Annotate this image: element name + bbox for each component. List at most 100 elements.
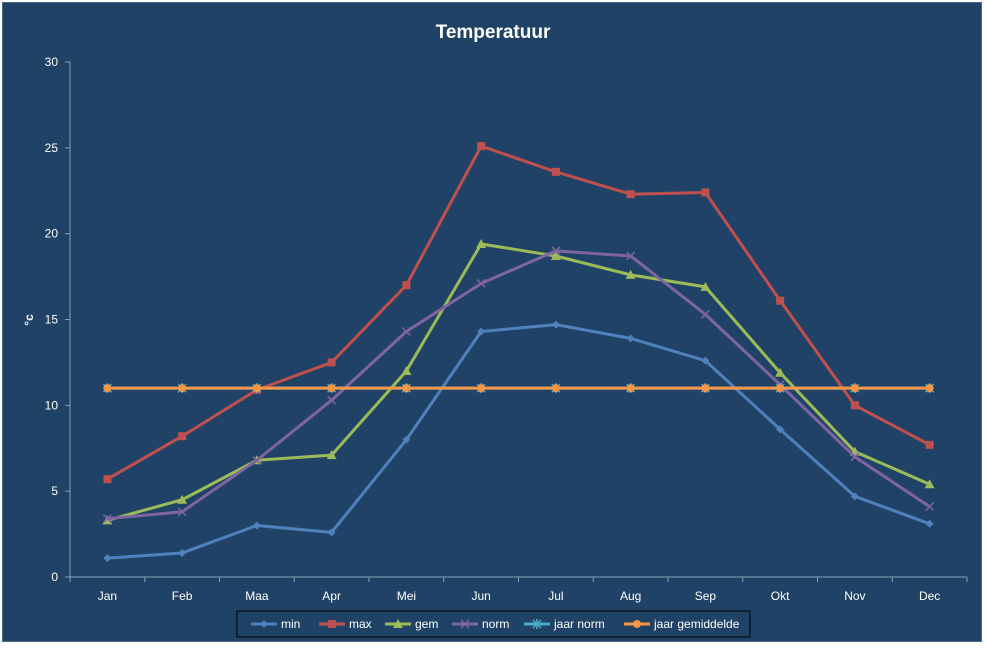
data-point	[850, 452, 860, 462]
x-tick-label: Jun	[471, 589, 490, 603]
data-point	[700, 309, 710, 319]
data-point	[775, 367, 786, 377]
legend-label: jaar gemiddelde	[653, 617, 740, 631]
data-point	[252, 521, 261, 530]
data-point	[701, 188, 710, 197]
legend-label: jaar norm	[553, 617, 605, 631]
series-min	[103, 320, 934, 563]
x-tick-label: Okt	[771, 589, 790, 603]
data-point	[402, 435, 411, 444]
series-max	[103, 142, 934, 484]
data-point	[925, 502, 935, 512]
legend-item: gem	[385, 617, 438, 631]
legend-marker	[328, 620, 336, 628]
data-point	[925, 519, 934, 528]
data-point	[477, 142, 486, 151]
data-point	[701, 356, 710, 365]
series-line	[107, 323, 931, 560]
data-point	[177, 494, 188, 504]
y-tick-label: 25	[45, 141, 59, 155]
data-point	[850, 384, 859, 393]
data-point	[402, 281, 411, 290]
chart-title: Temperatuur	[436, 22, 551, 43]
data-point	[776, 296, 785, 305]
data-point	[103, 475, 112, 484]
x-tick-label: Nov	[844, 589, 865, 603]
x-tick-label: Sep	[695, 589, 717, 603]
data-point	[551, 384, 560, 393]
y-axis-label: °c	[22, 314, 36, 326]
data-point	[550, 250, 561, 260]
data-point	[776, 384, 785, 393]
x-tick-label: Dec	[919, 589, 940, 603]
data-point	[326, 450, 337, 460]
legend-marker	[633, 620, 641, 628]
data-point	[327, 384, 336, 393]
data-point	[625, 269, 636, 279]
legend-label: gem	[415, 617, 438, 631]
y-tick-label: 10	[45, 398, 59, 412]
data-point	[327, 395, 337, 405]
data-point	[103, 384, 112, 393]
legend-marker	[393, 619, 403, 628]
series-line	[106, 242, 931, 522]
x-tick-label: Jul	[548, 589, 563, 603]
axes: 0 5 10 15 20 25 30 Jan Feb Maa Apr Mei Jun Jul Aug Sep O…	[45, 55, 968, 603]
data-point	[850, 492, 859, 501]
data-point	[178, 384, 187, 393]
data-point	[551, 167, 560, 176]
series-jaar-gemiddelde	[103, 384, 934, 393]
x-tick-label: Mei	[397, 589, 416, 603]
legend: min max gem norm jaar norm jaar gemiddelde	[236, 610, 751, 638]
data-point	[327, 528, 336, 537]
y-tick-label: 15	[45, 313, 59, 327]
series-line	[106, 144, 931, 481]
data-point	[924, 479, 935, 489]
legend-item: jaar norm	[524, 617, 605, 631]
data-point	[476, 278, 486, 288]
legend-marker	[260, 620, 268, 628]
data-point	[178, 432, 187, 441]
legend-label: min	[281, 617, 300, 631]
series-group	[102, 142, 935, 563]
x-tick-label: Aug	[620, 589, 641, 603]
data-point	[701, 384, 710, 393]
x-tick-label: Jan	[98, 589, 117, 603]
data-point	[626, 251, 636, 261]
data-point	[626, 384, 635, 393]
legend-item: max	[319, 617, 372, 631]
legend-marker	[532, 619, 542, 629]
data-point	[401, 326, 411, 337]
data-point	[626, 334, 635, 343]
data-point	[252, 455, 262, 465]
data-point	[925, 384, 934, 393]
series-norm	[102, 246, 935, 524]
series-gem	[102, 238, 935, 525]
legend-box	[236, 610, 751, 638]
data-point	[776, 425, 785, 434]
data-point	[178, 548, 187, 557]
data-point	[177, 507, 187, 517]
data-point	[551, 246, 561, 256]
data-point	[700, 281, 711, 291]
data-point	[551, 320, 560, 329]
data-point	[477, 384, 486, 393]
data-point	[626, 190, 635, 199]
data-point	[850, 401, 859, 410]
x-tick-label: Feb	[172, 589, 193, 603]
data-point	[327, 358, 336, 367]
x-tick-label: Maa	[245, 589, 269, 603]
legend-label: max	[349, 617, 372, 631]
legend-marker	[460, 619, 470, 629]
series-line	[107, 249, 931, 521]
y-tick-label: 0	[51, 570, 58, 584]
legend-item: min	[251, 617, 300, 631]
data-point	[476, 238, 487, 248]
y-tick-label: 20	[45, 227, 59, 241]
legend-item: norm	[452, 617, 509, 631]
data-point	[925, 440, 934, 449]
data-point	[401, 366, 412, 375]
y-tick-label: 5	[51, 484, 58, 498]
